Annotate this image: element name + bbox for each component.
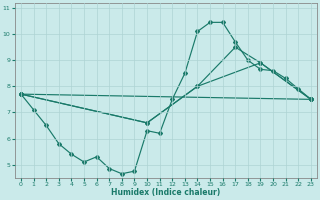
X-axis label: Humidex (Indice chaleur): Humidex (Indice chaleur) <box>111 188 220 197</box>
